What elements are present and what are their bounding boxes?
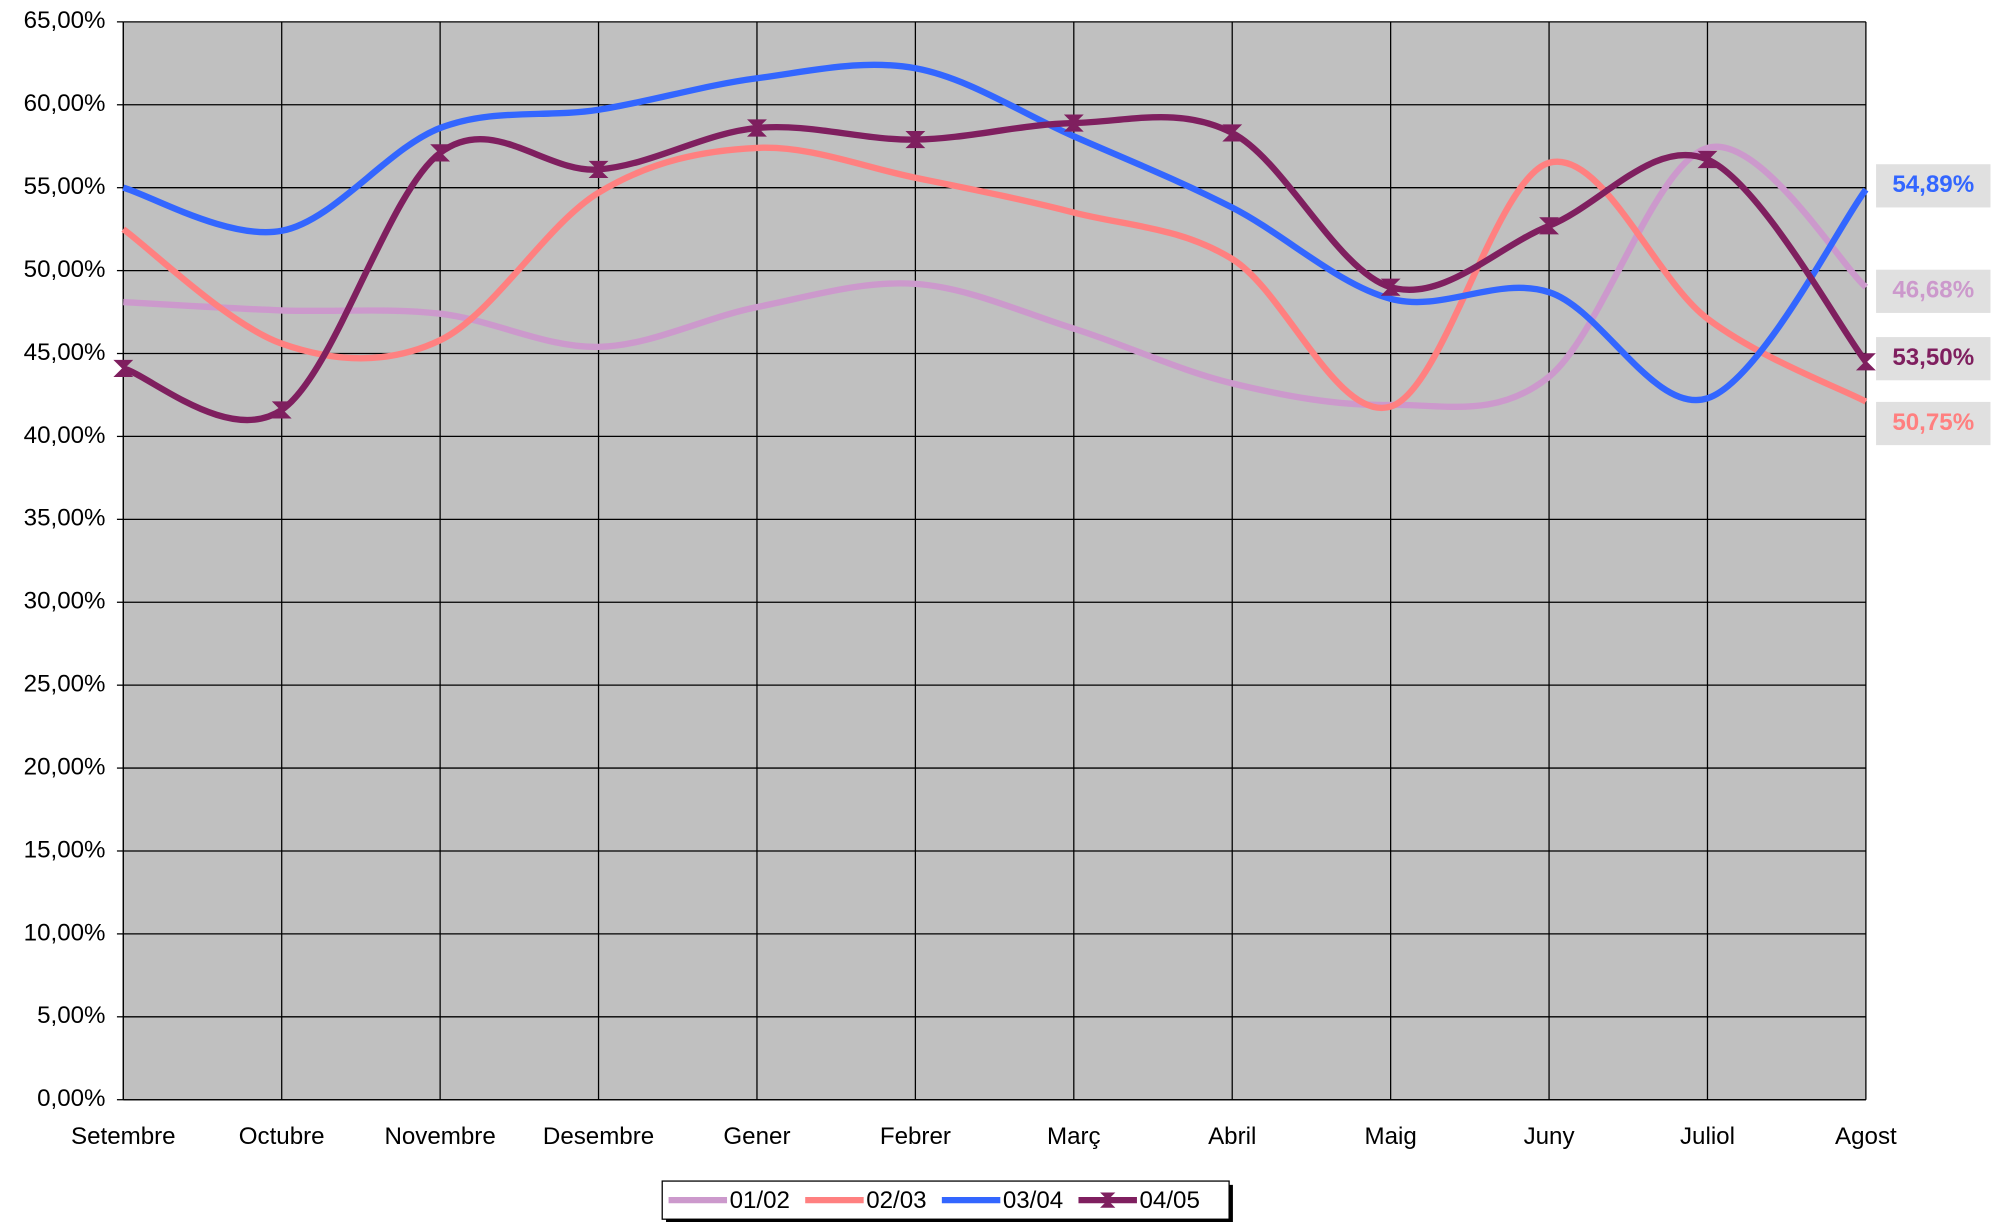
x-tick-label: Juliol [1680,1123,1735,1150]
annotation: 53,50% [1892,344,1974,371]
marker [271,401,292,419]
x-tick-label: Febrer [880,1123,951,1150]
series-line [122,114,1869,424]
y-tick-label: 25,00% [24,671,106,698]
x-tick-label: Juny [1524,1123,1576,1150]
marker [1063,114,1084,132]
x-tick-label: Gener [723,1123,790,1150]
y-tick-label: 45,00% [24,339,106,366]
y-tick-label: 30,00% [24,588,106,615]
legend-label: 04/05 [1139,1187,1199,1214]
series-line [121,144,1868,412]
legend-label: 03/04 [1003,1187,1063,1214]
y-tick-label: 15,00% [24,836,106,863]
x-tick-label: Maig [1364,1123,1416,1150]
y-tick-label: 50,00% [24,256,106,283]
legend: 01/02 02/03 03/04 04/05 [661,1180,1233,1222]
series-line [123,143,1869,411]
annotation-box [1876,337,1991,381]
legend-label: 01/02 [730,1187,790,1214]
series-line [122,61,1869,404]
y-tick-label: 0,00% [37,1085,105,1112]
plot-area [123,21,1866,1100]
x-tick-label: Novembre [384,1123,495,1150]
annotation: 54,89% [1892,171,1974,198]
marker [113,359,134,378]
annotation-box [1876,401,1991,446]
x-tick-label: Març [1047,1123,1101,1150]
annotation: 50,75% [1892,409,1974,436]
y-tick-label: 40,00% [24,422,106,449]
y-tick-label: 10,00% [24,919,106,946]
y-tick-label: 5,00% [37,1002,105,1029]
y-tick-label: 35,00% [24,505,106,532]
x-tick-label: Desembre [543,1123,654,1150]
y-tick-label: 55,00% [24,173,106,200]
y-tick-label: 60,00% [24,90,106,117]
marker [905,131,926,149]
y-tick-label: 20,00% [24,753,106,780]
marker [1380,278,1401,296]
marker [430,144,451,162]
x-tick-label: Setembre [71,1123,176,1150]
marker [1222,124,1243,142]
legend-label: 02/03 [866,1187,926,1214]
annotation-box [1876,269,1991,313]
marker [747,119,767,137]
x-tick-label: Octubre [239,1123,325,1150]
x-tick-label: Abril [1208,1123,1256,1150]
marker [1855,353,1876,371]
annotation-box [1876,164,1991,208]
x-tick-label: Agost [1835,1123,1897,1150]
marker [588,160,609,179]
y-tick-label: 65,00% [24,7,106,34]
marker [1539,217,1559,235]
annotation: 46,68% [1892,277,1974,304]
marker [1697,150,1718,169]
